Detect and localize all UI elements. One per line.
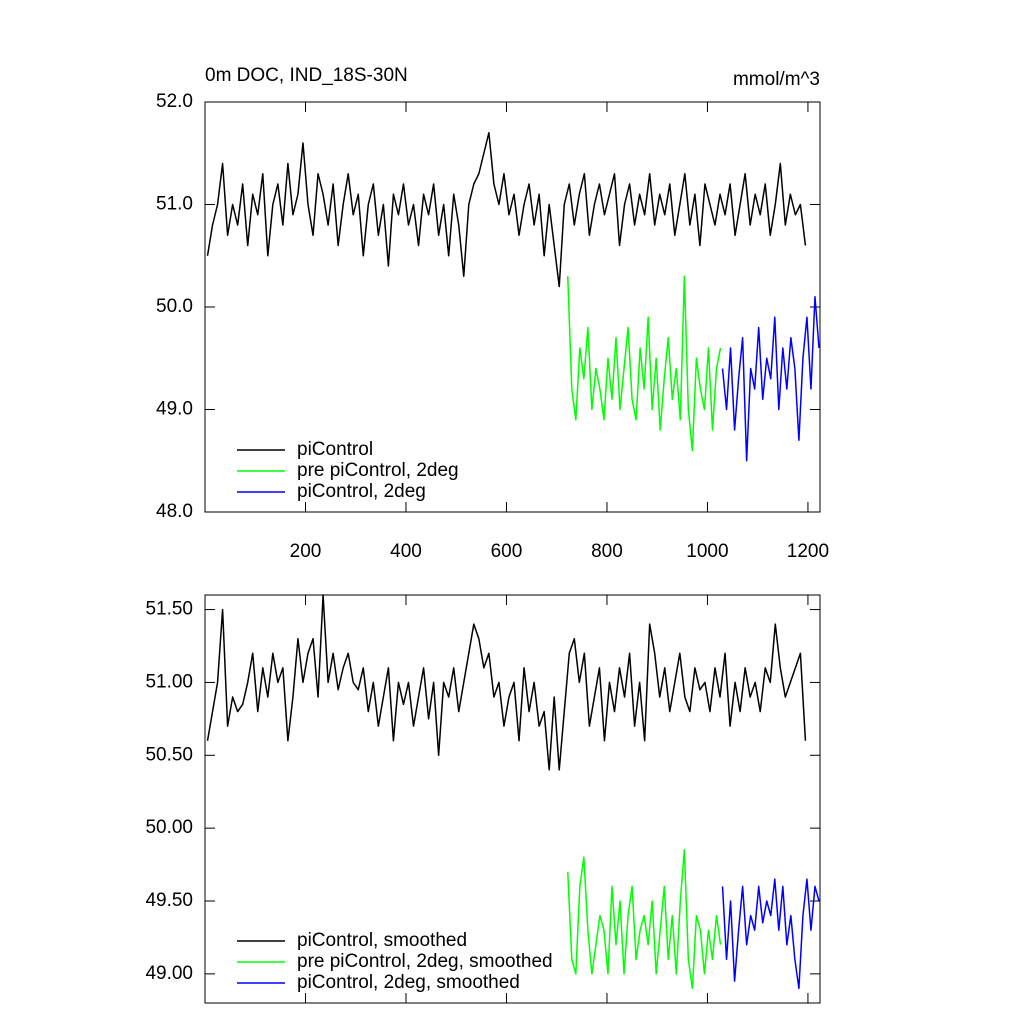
y-tick-label: 50.00: [145, 817, 193, 838]
y-tick-label: 49.00: [145, 963, 193, 984]
legend-label: piControl, smoothed: [297, 930, 467, 951]
y-tick-label: 48.0: [156, 501, 193, 522]
data-line: [567, 275, 722, 452]
x-tick-label: 1200: [787, 541, 829, 562]
x-tick-label: 400: [390, 541, 422, 562]
data-line: [206, 594, 807, 771]
y-tick-label: 51.0: [156, 194, 193, 215]
y-tick-label: 49.50: [145, 890, 193, 911]
plot-area: [206, 132, 820, 462]
chart-title: 0m DOC, IND_18S-30N: [205, 65, 408, 86]
x-tick-label: 600: [491, 541, 523, 562]
units-label: mmol/m^3: [733, 69, 820, 90]
legend-label: pre piControl, 2deg: [297, 460, 459, 481]
y-tick-label: 49.0: [156, 399, 193, 420]
legend-label: piControl, 2deg: [297, 481, 426, 502]
plot-frame: [204, 101, 821, 513]
y-tick-label: 50.50: [145, 744, 193, 765]
data-line: [567, 849, 722, 990]
data-line: [206, 132, 807, 288]
x-tick-label: 800: [591, 541, 623, 562]
x-tick-label: 200: [290, 541, 322, 562]
y-tick-label: 50.0: [156, 296, 193, 317]
y-tick-label: 51.00: [145, 671, 193, 692]
y-tick-label: 52.0: [156, 91, 193, 112]
data-line: [721, 878, 820, 990]
plot-frame: [204, 594, 821, 1004]
legend-label: piControl, 2deg, smoothed: [297, 972, 520, 993]
legend-label: pre piControl, 2deg, smoothed: [297, 951, 553, 972]
y-tick-label: 51.50: [145, 599, 193, 620]
data-line: [721, 296, 820, 462]
legend-label: piControl: [297, 439, 373, 460]
plot-area: [206, 594, 820, 990]
x-tick-label: 1000: [686, 541, 728, 562]
